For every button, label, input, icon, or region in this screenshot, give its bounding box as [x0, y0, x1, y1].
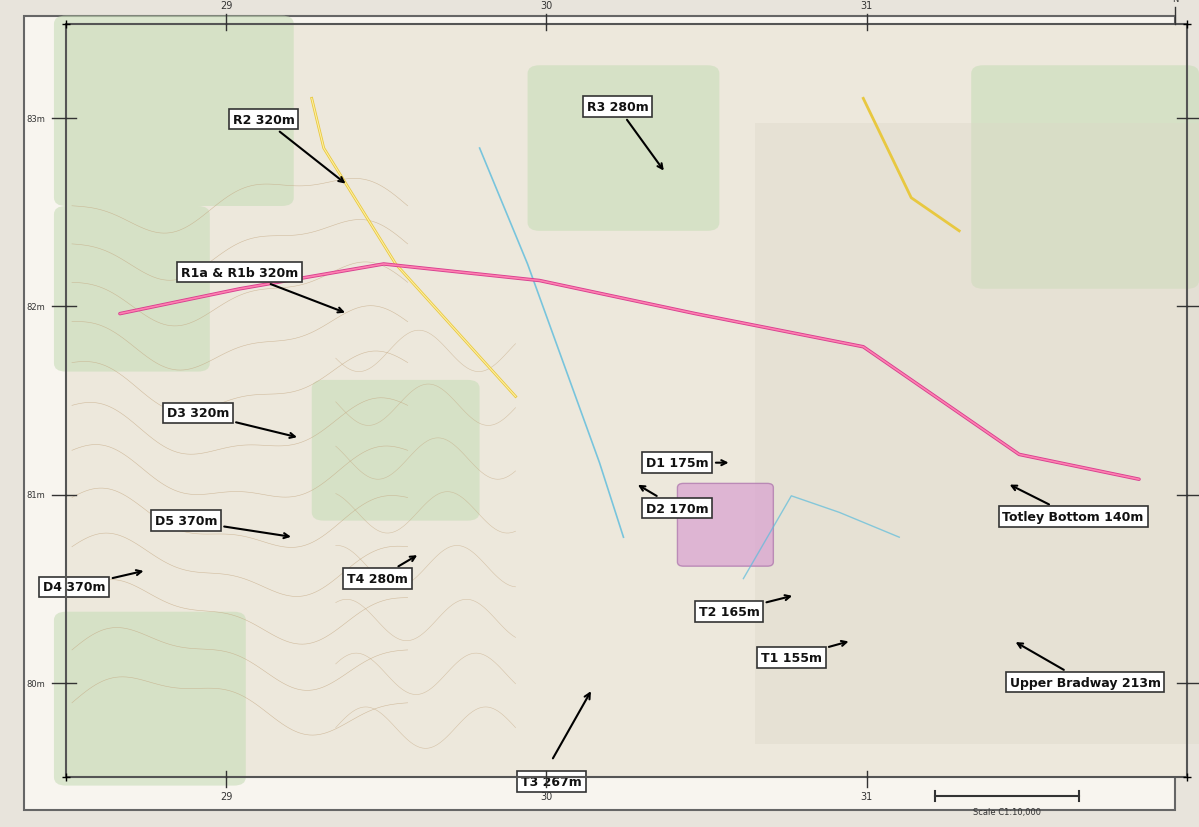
- Text: Totley Bottom 140m: Totley Bottom 140m: [1002, 486, 1144, 523]
- FancyBboxPatch shape: [677, 484, 773, 566]
- Text: T1 155m: T1 155m: [761, 641, 846, 664]
- FancyBboxPatch shape: [528, 66, 719, 232]
- Text: R2 320m: R2 320m: [233, 113, 344, 183]
- Text: 29: 29: [219, 1, 233, 11]
- Text: 30: 30: [541, 791, 553, 801]
- Text: Scale C1:10,000: Scale C1:10,000: [974, 807, 1041, 816]
- Text: R1a & R1b 320m: R1a & R1b 320m: [181, 266, 343, 313]
- Text: T2 165m: T2 165m: [699, 595, 790, 619]
- Text: D4 370m: D4 370m: [43, 571, 141, 594]
- Text: 30: 30: [541, 1, 553, 11]
- Text: 83m: 83m: [26, 114, 46, 123]
- FancyBboxPatch shape: [312, 380, 480, 521]
- Text: D3 320m: D3 320m: [167, 407, 295, 438]
- Text: T4 280m: T4 280m: [348, 557, 415, 586]
- Text: N: N: [1171, 0, 1179, 4]
- Text: Upper Bradway 213m: Upper Bradway 213m: [1010, 643, 1161, 689]
- Text: T3 267m: T3 267m: [522, 775, 582, 788]
- Text: D2 170m: D2 170m: [640, 486, 709, 515]
- Text: D1 175m: D1 175m: [646, 457, 727, 470]
- Text: 29: 29: [219, 791, 233, 801]
- FancyBboxPatch shape: [54, 17, 294, 207]
- Text: 31: 31: [861, 791, 873, 801]
- Text: 80m: 80m: [26, 679, 46, 688]
- Text: D5 370m: D5 370m: [155, 514, 289, 538]
- Text: 81m: 81m: [26, 490, 46, 500]
- Bar: [755, 124, 1199, 744]
- Text: 31: 31: [861, 1, 873, 11]
- FancyBboxPatch shape: [54, 612, 246, 786]
- FancyBboxPatch shape: [54, 207, 210, 372]
- FancyBboxPatch shape: [971, 66, 1199, 289]
- Text: R3 280m: R3 280m: [586, 101, 663, 170]
- Text: 82m: 82m: [26, 303, 46, 312]
